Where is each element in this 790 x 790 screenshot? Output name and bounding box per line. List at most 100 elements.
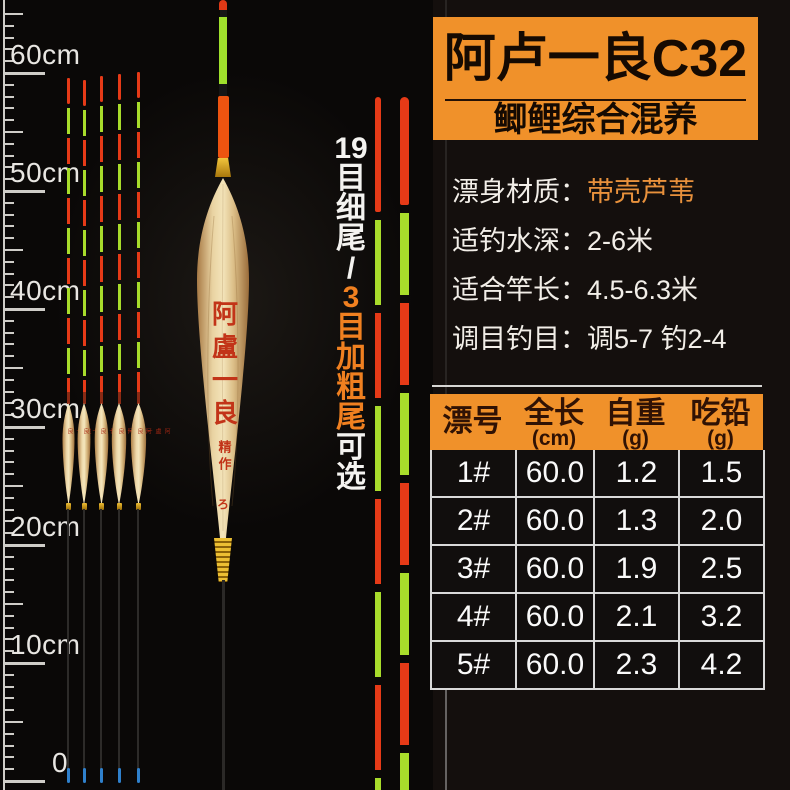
big-float-bottom-collar [214,538,232,582]
big-float-mark-text: ろ [215,498,230,510]
table-cell: 2.1 [595,594,680,642]
thick-tail-segment [399,213,409,295]
thin-tail-segment [375,592,381,677]
table-cell: 1.2 [595,450,680,498]
small-float-tail-segment [99,256,103,282]
small-float-tail-segment [117,194,121,220]
ruler-tick [3,390,14,393]
small-float-tail-segment [99,226,103,252]
promo-vertical-text: 19 目细尾/3 目加粗尾可选 [330,134,372,493]
ruler-tick [3,107,14,110]
ruler-tick [3,685,14,688]
table-cell: 1.5 [680,450,765,498]
small-float-brand-text: 阿盧一良 [136,428,170,434]
ruler-label: 50cm [10,157,81,188]
thin-tail-segment [375,220,381,305]
table-cell: 1# [432,450,517,498]
spec-row: 适钓水深：2-6米 [433,217,778,266]
ruler-tick [3,709,14,712]
small-float-blue-tip [82,768,86,783]
spec-table-separator [432,385,762,387]
small-float-tail-segment [66,198,70,224]
ruler-label: 20cm [10,511,81,542]
ruler-label: 0 [52,747,69,778]
small-float-neck [66,392,70,404]
small-float-tail-segment [66,108,70,134]
table-header-label: 吃铅 [690,397,751,430]
product-title: 阿卢一良C32 [443,30,748,88]
table-cell: 2.3 [595,642,680,690]
ruler-label: 40cm [10,275,81,306]
ruler-tick [3,154,14,157]
spec-value: 4.5-6.3米 [587,275,699,305]
thin-tail-segment [375,313,381,398]
promo-char: 粗 [336,371,366,405]
small-float-tail-segment [136,102,140,128]
small-float-tail-segment [117,314,121,340]
table-cell: 60.0 [517,450,595,498]
table-cell: 4.2 [680,642,765,690]
ruler-tick [3,732,14,735]
small-float-tail-segment [66,348,70,374]
small-float-tail-segment [82,380,86,396]
header-divider [445,99,746,101]
ruler-tick [3,614,14,617]
thick-tail-segment [399,303,409,385]
spec-value: 2-6米 [587,226,654,256]
small-float-blue-tip [136,768,140,783]
small-float-blue-tip [66,768,70,783]
ruler-tick [3,756,14,759]
small-float-tail-segment [117,74,121,100]
small-float-neck [117,392,121,404]
thick-tail-segment [399,483,409,565]
ruler-tick [3,567,14,570]
ruler-tick [3,520,14,523]
ruler-tick [3,36,14,39]
small-float-tail-segment [82,320,86,346]
ruler-tick [3,697,14,700]
small-float-tail-segment [82,290,86,316]
ruler-tick [3,331,14,334]
ruler-tick [3,461,14,464]
ruler-tick [3,319,14,322]
spec-value: 调5-7 钓2-4 [587,324,727,354]
table-cell: 60.0 [517,498,595,546]
small-float-tail-segment [82,140,86,166]
ruler-label: 10cm [10,629,81,660]
small-float-tail-segment [117,284,121,310]
table-cell: 3.2 [680,594,765,642]
ruler-tick [3,780,45,783]
small-float-tail-segment [136,222,140,248]
small-float-tail-segment [66,288,70,314]
small-float-tail-segment [66,138,70,164]
small-float-blue-tip [117,768,121,783]
big-float-top-collar [215,158,231,177]
spec-row: 适合竿长：4.5-6.3米 [433,266,778,315]
ruler-tick [3,225,14,228]
ruler-tick [3,721,23,723]
table-header-label: 自重 [605,397,666,430]
big-float-tail-tip [219,0,227,10]
small-float-tail-segment [136,342,140,368]
table-cell: 2.0 [680,498,765,546]
promo-char: 3 [342,281,360,315]
ruler-tick [3,131,23,133]
promo-char: 目 [336,311,366,345]
small-float-tail-segment [99,346,103,372]
small-float-tail-segment [66,258,70,284]
big-float-body [197,178,249,538]
table-cell: 1.9 [595,546,680,594]
table-header-label: 全长 [524,397,584,430]
ruler-tick [3,426,45,429]
small-float-collar [116,503,122,510]
small-float-tail-segment [99,136,103,162]
spec-label: 适合竿长： [452,275,587,305]
small-float-tail-segment [82,230,86,256]
thin-tail-segment [375,97,381,212]
small-float-tail-segment [136,282,140,308]
small-float-tail-segment [136,192,140,218]
small-float-tail-segment [82,260,86,286]
thin-tail-segment [375,685,381,770]
small-float-tail-segment [66,78,70,104]
